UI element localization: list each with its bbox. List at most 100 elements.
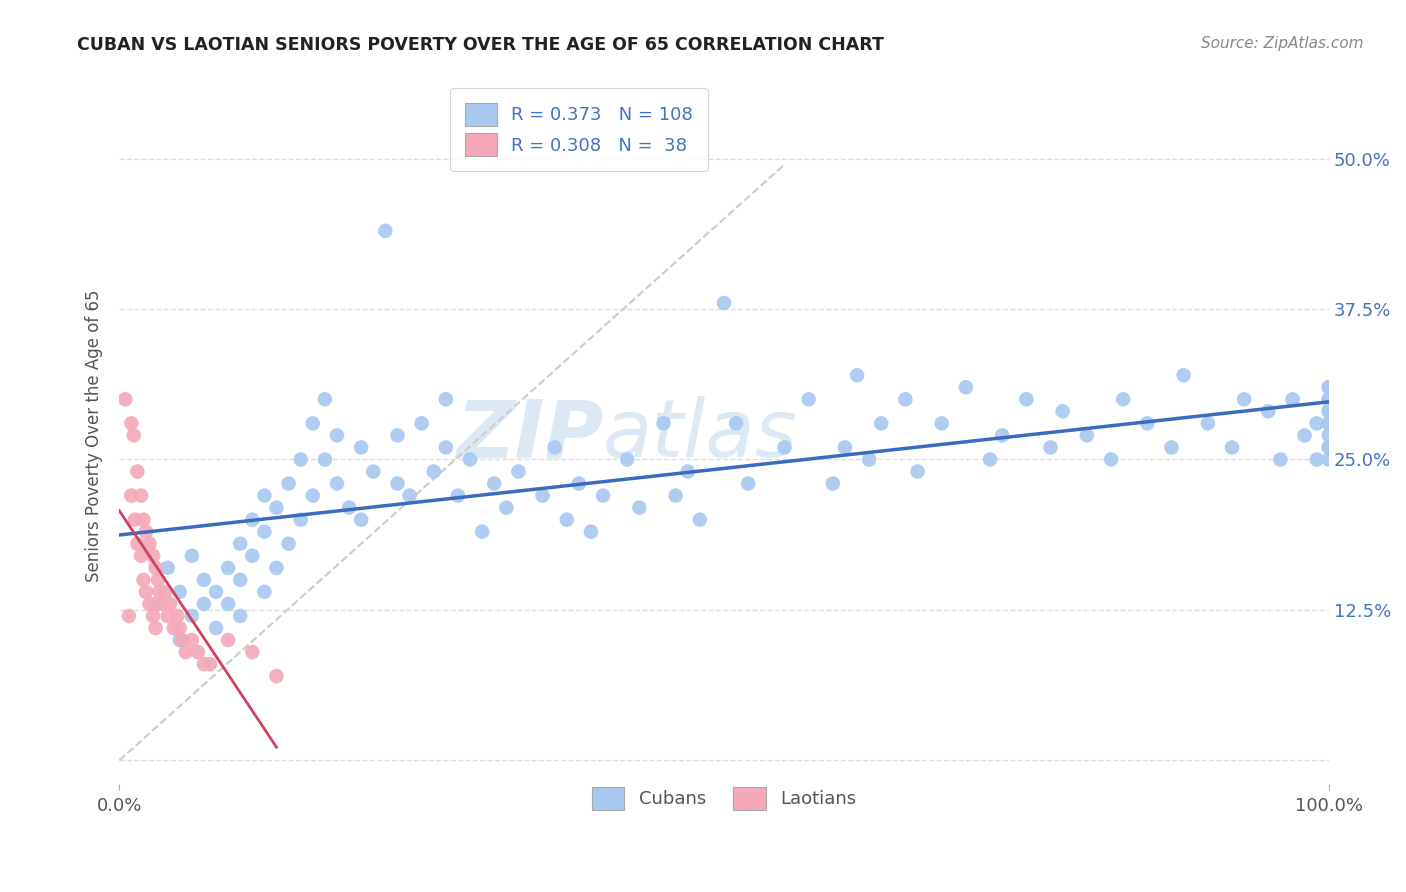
Point [907,465,929,479]
Point [217,632,239,647]
Point [120,417,142,431]
Point [159,597,181,611]
Point [169,621,191,635]
Point [120,489,142,503]
Point [846,368,869,383]
Point [616,452,638,467]
Point [240,645,263,659]
Point [350,441,373,455]
Point [118,609,141,624]
Point [725,417,748,431]
Point [387,428,409,442]
Point [1317,380,1340,394]
Point [773,441,796,455]
Point [266,669,288,683]
Point [135,524,157,539]
Point [240,513,263,527]
Text: atlas: atlas [603,396,797,475]
Point [198,657,221,671]
Point [145,561,167,575]
Point [163,621,186,635]
Point [169,585,191,599]
Point [129,549,152,563]
Point [676,465,699,479]
Point [1317,404,1340,418]
Point [713,296,735,310]
Point [229,573,252,587]
Point [193,573,215,587]
Point [266,500,288,515]
Point [217,597,239,611]
Point [205,621,228,635]
Point [217,561,239,575]
Point [1317,404,1340,418]
Point [122,428,145,442]
Point [240,549,263,563]
Point [1099,452,1122,467]
Point [797,392,820,407]
Point [301,489,323,503]
Point [174,645,197,659]
Point [193,597,215,611]
Point [1197,417,1219,431]
Point [145,621,167,635]
Text: Source: ZipAtlas.com: Source: ZipAtlas.com [1201,36,1364,51]
Point [253,585,276,599]
Point [1257,404,1279,418]
Point [1317,428,1340,442]
Point [132,513,155,527]
Point [531,489,554,503]
Point [665,489,688,503]
Point [1317,441,1340,455]
Point [314,392,336,407]
Y-axis label: Seniors Poverty Over the Age of 65: Seniors Poverty Over the Age of 65 [86,289,103,582]
Point [148,585,170,599]
Point [277,537,299,551]
Point [1317,441,1340,455]
Point [129,489,152,503]
Point [301,417,323,431]
Point [1039,441,1062,455]
Point [1136,417,1159,431]
Point [1305,417,1327,431]
Point [135,585,157,599]
Point [1317,392,1340,407]
Point [422,465,444,479]
Point [495,500,517,515]
Point [127,537,149,551]
Point [628,500,651,515]
Point [132,573,155,587]
Point [337,500,360,515]
Point [991,428,1014,442]
Point [150,597,173,611]
Point [146,573,169,587]
Point [277,476,299,491]
Legend: Cubans, Laotians: Cubans, Laotians [578,772,870,824]
Point [1233,392,1256,407]
Point [979,452,1001,467]
Point [821,476,844,491]
Point [142,609,165,624]
Point [1317,380,1340,394]
Point [447,489,470,503]
Point [156,561,179,575]
Point [834,441,856,455]
Point [544,441,567,455]
Point [187,645,209,659]
Point [931,417,953,431]
Point [1015,392,1038,407]
Point [180,549,202,563]
Point [1270,452,1292,467]
Point [411,417,433,431]
Point [266,561,288,575]
Point [652,417,675,431]
Point [156,609,179,624]
Point [172,632,194,647]
Point [193,657,215,671]
Point [314,452,336,467]
Text: ZIP: ZIP [456,396,603,475]
Point [387,476,409,491]
Point [124,513,146,527]
Point [555,513,578,527]
Point [180,609,202,624]
